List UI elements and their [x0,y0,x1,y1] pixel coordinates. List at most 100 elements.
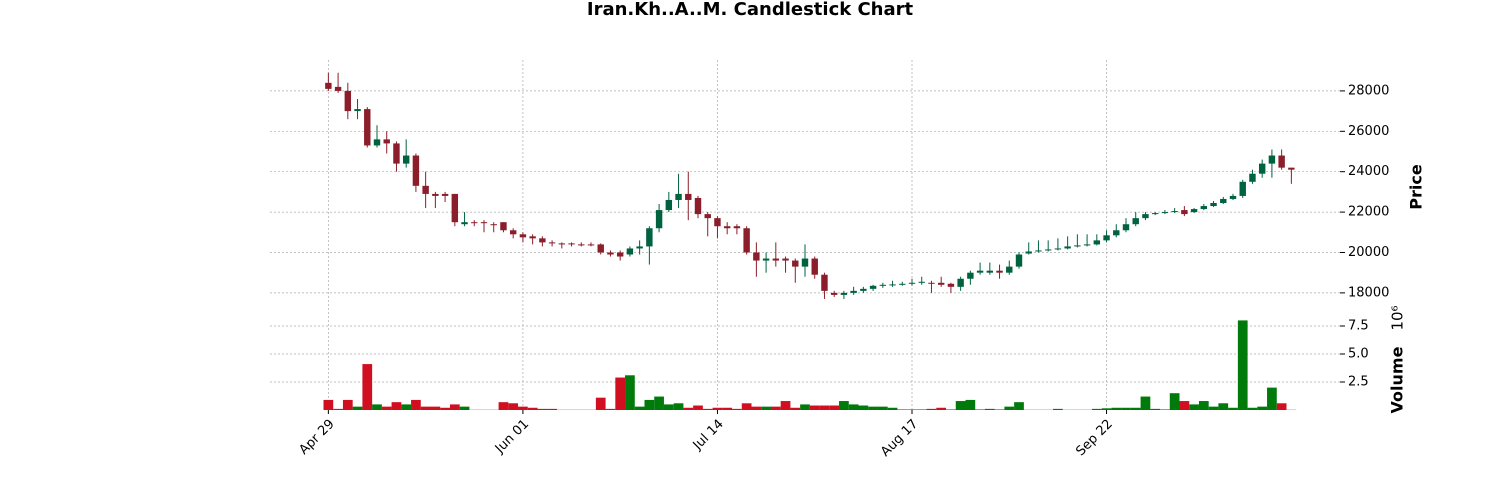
volume-bar [877,406,888,410]
candle-body [996,270,1003,273]
y-tick-label: 20000 [1348,245,1389,260]
candle-body [597,244,604,253]
volume-bar [673,403,684,410]
candle-body [1132,218,1139,225]
candle-body [1171,211,1178,213]
candle-body [1278,155,1285,168]
candle-body [1015,254,1023,267]
volume-bar [1150,408,1161,410]
candle-body [675,193,682,200]
candle-body [879,284,887,286]
volume-bar [625,375,635,410]
volume-bar [965,399,976,410]
volume-bar [955,401,966,410]
volume-bar [323,399,334,410]
candle-body [373,139,381,146]
volume-bar [352,406,363,410]
candle-body [733,226,741,229]
candle-body [694,197,702,215]
volume-bar [430,406,441,410]
candle-body [1142,214,1149,219]
volume-bar [975,409,985,410]
volume-bar [411,399,421,410]
candle-body [558,243,566,245]
candle-body [967,272,974,279]
volume-bar [1218,403,1229,410]
volume-bar [1276,403,1287,410]
volume-bar [722,407,733,410]
y-tick-label: 28000 [1348,83,1389,98]
volume-bar [498,402,509,410]
y-tick-label: 24000 [1348,164,1389,179]
candle-body [1200,206,1208,210]
candle-body [626,248,634,255]
volume-bar [527,407,538,410]
candle-body [1229,195,1237,199]
chart-title: Iran.Kh..A..M. Candlestick Chart [587,0,914,20]
candle-body [792,260,799,267]
candle-body [490,224,497,226]
candle-body [1122,224,1130,231]
candle-body [412,155,420,186]
candle-body [840,292,848,295]
candle-body [928,282,935,284]
volume-bar [887,407,898,410]
volume-bar [518,406,528,410]
candle-body [918,281,925,283]
x-tick-label: Sep 22 [1073,417,1116,460]
candle-body [830,292,838,295]
volume-bar [1189,404,1199,410]
volume-bar [362,364,373,410]
candle-body [714,218,721,227]
volume-bar [1140,396,1151,410]
candle-body [539,238,546,243]
volume-bar [1160,409,1170,410]
volume-bar [342,399,353,410]
volume-bar [916,409,927,410]
volume-bar [644,399,655,410]
candle-body [1258,163,1266,174]
candle-body [1103,235,1110,241]
candle-body [1025,251,1032,254]
candle-body [1093,240,1101,245]
candle-body [1249,173,1256,182]
candle-body [1083,244,1091,246]
volume-bar [615,377,626,410]
volume-bar [693,405,703,410]
y2-tick-label: 7.5 [1348,319,1369,334]
volume-bar [595,397,606,410]
candle-body [801,258,809,267]
volume-bar [1004,406,1015,410]
candle-body [402,155,410,164]
candle-body [500,222,507,231]
volume-bar [449,404,460,410]
volume-bar [751,406,762,410]
candle-body [568,243,575,245]
candle-body [334,86,342,91]
candle-body [616,252,624,257]
candle-body [1054,248,1062,250]
volume-bar [372,404,382,410]
volume-bar [1130,407,1141,410]
candle-body [889,284,896,286]
volume-bar [459,406,470,410]
volume-bar [858,405,869,410]
volume-bar [897,409,908,410]
candle-body [1161,212,1169,214]
candle-body [344,90,352,112]
y-axis-label: Price [1407,164,1426,210]
candle-body [607,252,614,255]
volume-bar [391,402,402,410]
candle-body [811,258,818,275]
volume-bar [1257,406,1268,410]
candle-body [1181,210,1188,215]
candle-body [1006,266,1013,273]
volume-bar [440,407,450,410]
y-tick-label: 18000 [1348,285,1389,300]
candle-body [1210,203,1217,207]
volume-bar [868,406,878,410]
volume-bar [994,409,1005,410]
volume-bar [1267,387,1277,410]
candle-body [432,193,439,196]
